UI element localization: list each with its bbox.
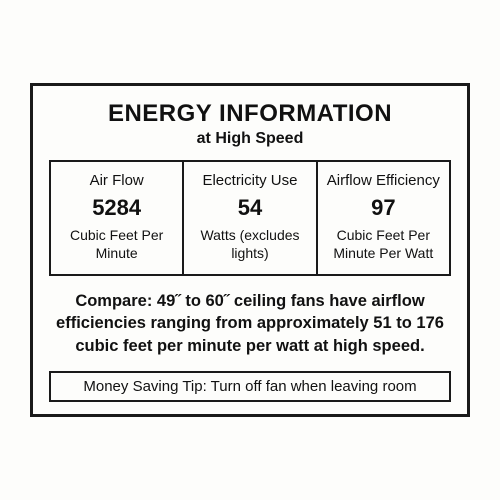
- metric-efficiency: Airflow Efficiency 97 Cubic Feet Per Min…: [318, 162, 449, 274]
- metric-label: Air Flow: [57, 172, 176, 189]
- metric-value: 97: [324, 195, 443, 221]
- metric-label: Airflow Efficiency: [324, 172, 443, 189]
- metrics-row: Air Flow 5284 Cubic Feet Per Minute Elec…: [49, 160, 451, 276]
- metric-electricity: Electricity Use 54 Watts (excludes light…: [184, 162, 317, 274]
- metric-value: 5284: [57, 195, 176, 221]
- metric-value: 54: [190, 195, 309, 221]
- metric-unit: Cubic Feet Per Minute: [57, 227, 176, 262]
- header: ENERGY INFORMATION at High Speed: [49, 100, 451, 148]
- energy-label-card: ENERGY INFORMATION at High Speed Air Flo…: [30, 83, 470, 417]
- label-subtitle: at High Speed: [49, 130, 451, 148]
- metric-label: Electricity Use: [190, 172, 309, 189]
- metric-unit: Watts (excludes lights): [190, 227, 309, 262]
- label-title: ENERGY INFORMATION: [49, 100, 451, 128]
- metric-airflow: Air Flow 5284 Cubic Feet Per Minute: [51, 162, 184, 274]
- compare-text: Compare: 49˝ to 60˝ ceiling fans have ai…: [49, 276, 451, 369]
- tip-box: Money Saving Tip: Turn off fan when leav…: [49, 371, 451, 402]
- metric-unit: Cubic Feet Per Minute Per Watt: [324, 227, 443, 262]
